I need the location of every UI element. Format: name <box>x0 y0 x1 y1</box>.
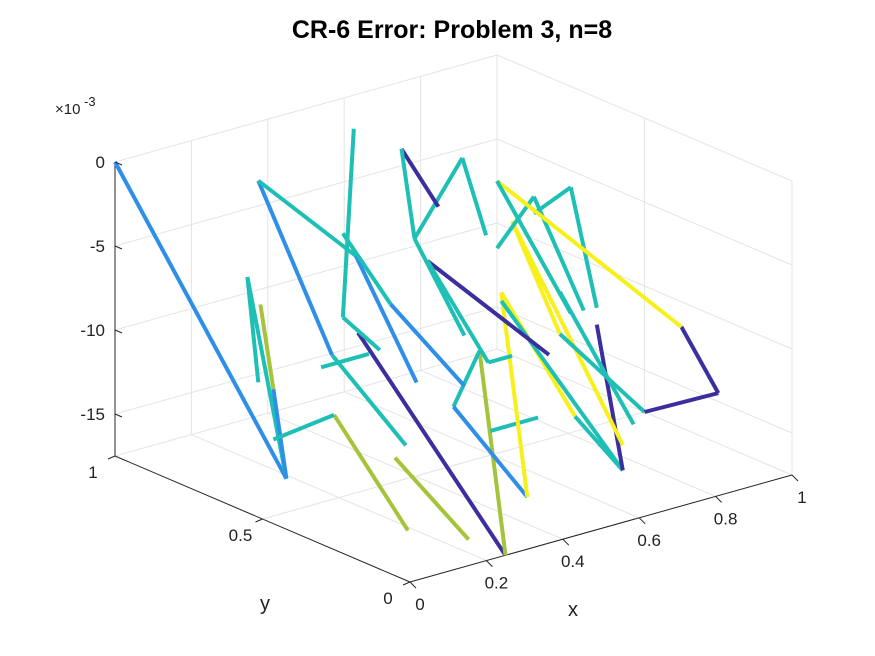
error-segment-38 <box>558 332 646 414</box>
error-segment-27 <box>425 259 491 364</box>
error-segment-15 <box>257 179 358 258</box>
floor-grid-line <box>262 411 645 520</box>
side-wall-grid-line <box>496 222 793 350</box>
error-segment-5 <box>332 413 410 532</box>
error-line-segments <box>113 128 721 557</box>
z-tick-mark <box>114 413 123 418</box>
error-segment-13 <box>330 353 408 447</box>
error-segment-32 <box>399 147 441 208</box>
error-segment-39 <box>644 391 719 414</box>
z-tick-label: -15 <box>80 405 105 424</box>
error-segment-46 <box>495 180 573 315</box>
y-tick-mark <box>107 455 116 460</box>
error-segment-35 <box>558 291 636 426</box>
error-segment-30 <box>412 156 465 240</box>
z-exponent: -3 <box>84 94 96 109</box>
z-tick-mark <box>114 245 123 250</box>
x-tick-label: 1 <box>797 488 806 507</box>
z-tick-label: -10 <box>80 321 105 340</box>
x-tick-mark <box>486 560 493 567</box>
z-exponent-prefix: ×10 <box>55 101 80 118</box>
error-segment-11 <box>451 405 529 499</box>
x-tick-label: 0.8 <box>714 509 738 528</box>
z-tick-label: 0 <box>96 153 105 172</box>
side-wall-grid-line <box>496 306 793 434</box>
error-segment-44 <box>679 325 721 395</box>
z-tick-label: -5 <box>90 237 105 256</box>
error-segment-33 <box>399 148 417 239</box>
back-wall-grid-line <box>114 306 498 415</box>
error-segment-19 <box>341 232 393 306</box>
error-segment-14 <box>256 179 334 356</box>
x-tick-mark <box>562 538 570 546</box>
x-tick-label: 0 <box>415 595 424 614</box>
y-tick-mark <box>255 518 263 523</box>
error-segment-45 <box>495 179 683 329</box>
x-tick-label: 0.4 <box>561 552 585 571</box>
error-segment-29 <box>412 237 467 337</box>
x-axis-label: x <box>568 599 578 621</box>
x-axis-line <box>409 474 793 583</box>
side-wall-grid-line <box>496 54 793 182</box>
x-tick-label: 0.2 <box>485 574 509 593</box>
error-segment-22 <box>499 292 530 498</box>
chart-title: CR-6 Error: Problem 3, n=8 <box>292 16 612 44</box>
y-tick-label: 1 <box>88 463 97 482</box>
z-tick-mark <box>114 161 123 166</box>
error-segment-31 <box>460 157 489 236</box>
y-tick-mark <box>402 581 411 586</box>
error-segment-25 <box>499 299 625 472</box>
x-tick-mark <box>638 517 646 525</box>
error-segment-36 <box>510 220 625 446</box>
error-segment-18 <box>340 128 356 318</box>
error-segment-4 <box>258 304 276 390</box>
error-segment-26 <box>426 259 551 357</box>
error-segment-37 <box>510 220 562 335</box>
x-tick-mark <box>715 496 722 503</box>
y-tick-label: 0.5 <box>229 526 253 545</box>
y-axis-label: y <box>260 593 270 615</box>
floor-grid-line <box>114 348 498 457</box>
x-tick-mark <box>791 474 799 482</box>
back-wall-grid-line <box>114 138 498 247</box>
error-segment-6 <box>272 413 335 442</box>
error-segment-28 <box>487 353 513 365</box>
back-wall-grid-line <box>114 54 498 163</box>
back-wall-grid-line <box>114 222 498 331</box>
error-segment-16 <box>354 255 419 384</box>
x-tick-mark <box>409 581 417 589</box>
error-segment-10 <box>451 349 482 408</box>
y-tick-label: 0 <box>383 589 392 608</box>
x-tick-label: 0.6 <box>637 531 661 550</box>
error-segment-8 <box>356 331 508 557</box>
error-segment-20 <box>389 302 466 388</box>
z-tick-mark <box>114 329 123 334</box>
axis-ticks: 0 0.2 0.4 0.6 0.8 1 0 0.5 1 0 -5 -10 -15 <box>80 153 806 614</box>
error-segment-21 <box>489 415 539 433</box>
error-segment-2 <box>245 276 261 383</box>
side-wall-grid-line <box>496 138 793 266</box>
error-segment-34 <box>594 324 625 471</box>
error-segment-0 <box>113 161 289 480</box>
error-segment-7 <box>393 456 471 541</box>
error-segment-12 <box>320 351 370 370</box>
error-segment-17 <box>341 315 382 352</box>
error-segment-3 <box>271 388 289 479</box>
